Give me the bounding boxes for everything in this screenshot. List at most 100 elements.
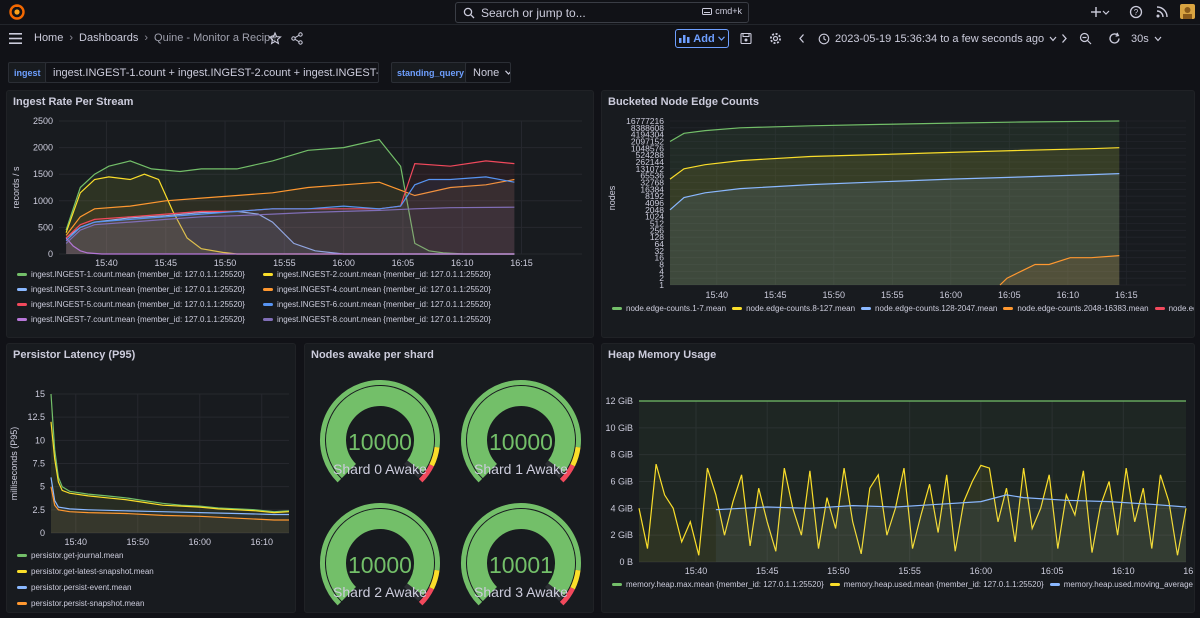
legend-item[interactable]: persistor.persist-event.mean xyxy=(17,580,291,595)
chevron-down-icon xyxy=(1049,36,1057,41)
legend-item[interactable]: node.edge-counts.128-2047.mean xyxy=(861,301,997,316)
y-tick-label: 7.5 xyxy=(32,459,45,469)
variable-select-ingest[interactable]: ingest.INGEST-1.count + ingest.INGEST-2.… xyxy=(45,62,379,83)
grafana-logo-icon[interactable] xyxy=(9,4,25,20)
breadcrumb-home[interactable]: Home xyxy=(34,32,64,44)
search-input[interactable]: Search or jump to... cmd+k xyxy=(455,2,749,23)
panel-nodes-awake[interactable]: Nodes awake per shard 10000 Shard 0 Awake… xyxy=(304,343,594,613)
shard-gauge[interactable]: 10000 Shard 2 Awake xyxy=(310,493,450,611)
y-tick-label: 4 xyxy=(659,266,664,276)
legend-item[interactable]: memory.heap.used.mean {member_id: 127.0.… xyxy=(829,577,1044,592)
y-tick-label: 6 GiB xyxy=(610,477,633,487)
share-icon[interactable] xyxy=(290,30,304,47)
panel-edge-counts[interactable]: Bucketed Node Edge Counts 16777216 838860… xyxy=(601,90,1195,338)
chevron-down-icon[interactable] xyxy=(1102,5,1110,19)
x-tick-label: 15:55 xyxy=(273,258,296,268)
y-tick-label: 1024 xyxy=(645,212,664,222)
shard-gauge[interactable]: 10000 Shard 1 Awake xyxy=(451,370,591,488)
legend-item[interactable]: ingest.INGEST-7.count.mean {member_id: 1… xyxy=(17,312,257,327)
x-tick-label: 16:15 xyxy=(510,258,533,268)
time-range-picker[interactable]: 2023-05-19 15:36:34 to a few seconds ago xyxy=(818,30,1057,47)
refresh-icon[interactable] xyxy=(1108,30,1121,47)
legend-item[interactable]: memory.heap.used.moving_average {member_… xyxy=(1049,577,1194,592)
gauge-value: 10001 xyxy=(489,552,553,578)
add-button[interactable]: Add xyxy=(675,29,729,48)
menu-icon[interactable] xyxy=(9,33,22,44)
legend-item[interactable]: ingest.INGEST-4.count.mean {member_id: 1… xyxy=(263,282,517,297)
chevron-right-icon[interactable] xyxy=(1060,30,1068,47)
breadcrumb-dashboards[interactable]: Dashboards xyxy=(79,32,139,44)
gauge-threshold-yellow xyxy=(429,446,440,467)
legend-swatch-icon xyxy=(17,288,27,291)
gauge-value: 10000 xyxy=(348,429,412,455)
legend-item[interactable]: persistor.get-journal.mean xyxy=(17,548,291,563)
gauge-value: 10000 xyxy=(348,552,412,578)
help-icon[interactable]: ? xyxy=(1129,5,1143,19)
zoom-out-icon[interactable] xyxy=(1079,30,1092,47)
series-line[interactable] xyxy=(638,463,1187,556)
legend-item[interactable]: ingest.INGEST-5.count.mean {member_id: 1… xyxy=(17,297,257,312)
rss-icon[interactable] xyxy=(1155,5,1169,19)
save-icon[interactable] xyxy=(740,30,752,47)
legend-item[interactable]: node.edge-counts.2048-16383.mean xyxy=(1003,301,1149,316)
x-tick-label: 16:15 xyxy=(1183,566,1195,576)
legend-label: persistor.get-latest-snapshot.mean xyxy=(31,567,154,576)
gear-icon[interactable] xyxy=(769,30,782,47)
legend-item[interactable]: memory.heap.max.mean {member_id: 127.0.1… xyxy=(612,577,824,592)
legend-label: ingest.INGEST-1.count.mean {member_id: 1… xyxy=(31,270,245,279)
y-tick-label: 8388608 xyxy=(631,123,664,133)
series-line[interactable] xyxy=(50,421,290,514)
gauge-threshold-yellow xyxy=(570,446,581,467)
refresh-interval-picker[interactable]: 30s xyxy=(1131,30,1162,47)
legend-item[interactable]: node.edge-counts.1-7.mean xyxy=(612,301,726,316)
legend-label: ingest.INGEST-8.count.mean {member_id: 1… xyxy=(277,315,491,324)
legend-swatch-icon xyxy=(263,273,273,276)
series-line[interactable] xyxy=(669,173,1120,211)
chevron-left-icon[interactable] xyxy=(798,30,806,47)
panel-heap-memory[interactable]: Heap Memory Usage 12 GiB 10 GiB 8 GiB 6 GiB… xyxy=(601,343,1195,613)
series-line[interactable] xyxy=(50,393,290,513)
series-line[interactable] xyxy=(669,120,1120,143)
chart-edge-counts[interactable]: 1677721683886084194304209715210485765242… xyxy=(602,111,1195,301)
variable-select-standing-query[interactable]: None xyxy=(465,62,511,83)
gauge-threshold-yellow xyxy=(429,569,440,590)
series-line[interactable] xyxy=(715,494,1187,511)
series-line[interactable] xyxy=(50,477,289,516)
legend-item[interactable]: ingest.INGEST-3.count.mean {member_id: 1… xyxy=(17,282,257,297)
y-tick-label: 2 GiB xyxy=(610,530,633,540)
y-tick-label: 10 GiB xyxy=(605,423,633,433)
series-line[interactable] xyxy=(65,206,515,244)
legend-item[interactable]: ingest.INGEST-1.count.mean {member_id: 1… xyxy=(17,267,257,282)
shard-gauge[interactable]: 10000 Shard 0 Awake xyxy=(310,370,450,488)
legend-item[interactable]: node.edge-counts.8-127.mean xyxy=(732,301,855,316)
series-line[interactable] xyxy=(50,486,289,521)
series-line[interactable] xyxy=(65,176,515,242)
chart-ingest-rate[interactable]: 2500 2000 1500 1000 500 0 15:40 15:45 15:50 15:55… xyxy=(7,111,594,291)
shard-gauge[interactable]: 10001 Shard 3 Awake xyxy=(451,493,591,611)
legend-item[interactable]: ingest.INGEST-2.count.mean {member_id: 1… xyxy=(263,267,517,282)
legend-label: persistor.get-journal.mean xyxy=(31,551,124,560)
series-line[interactable] xyxy=(65,178,515,236)
series-area xyxy=(66,179,515,254)
legend-item[interactable]: node.edge-counts.16384-infinity.mean xyxy=(1154,301,1194,316)
series-line[interactable] xyxy=(65,237,515,255)
series-line[interactable] xyxy=(999,255,1120,286)
panel-ingest-rate[interactable]: Ingest Rate Per Stream 2500 2000 1500 1000 5… xyxy=(6,90,594,338)
series-area xyxy=(670,121,1120,285)
legend-item[interactable]: persistor.persist-snapshot.mean xyxy=(17,596,291,611)
panel-persistor-latency[interactable]: Persistor Latency (P95) 15 12.5 10 7.5 5 2.5 0… xyxy=(6,343,296,613)
chart-persistor-latency[interactable]: 15 12.5 10 7.5 5 2.5 0 15:40 15:50 16:00 16:10 mill… xyxy=(7,364,296,554)
legend-item[interactable]: ingest.INGEST-8.count.mean {member_id: 1… xyxy=(263,312,517,327)
x-tick-label: 15:45 xyxy=(756,566,779,576)
plus-icon[interactable] xyxy=(1089,5,1103,19)
legend-item[interactable]: persistor.get-latest-snapshot.mean xyxy=(17,564,291,579)
legend-item[interactable]: ingest.INGEST-6.count.mean {member_id: 1… xyxy=(263,297,517,312)
series-line[interactable] xyxy=(669,147,1120,180)
y-tick-label: 524288 xyxy=(636,150,665,160)
y-tick-label: 262144 xyxy=(636,157,665,167)
star-icon[interactable] xyxy=(268,30,282,47)
chart-heap-memory[interactable]: 12 GiB 10 GiB 8 GiB 6 GiB 4 GiB 2 GiB 0 B 15:40… xyxy=(602,364,1195,584)
gauge-svg: 10000 Shard 2 Awake xyxy=(320,503,440,606)
avatar[interactable] xyxy=(1180,4,1195,19)
series-area xyxy=(639,401,1186,562)
